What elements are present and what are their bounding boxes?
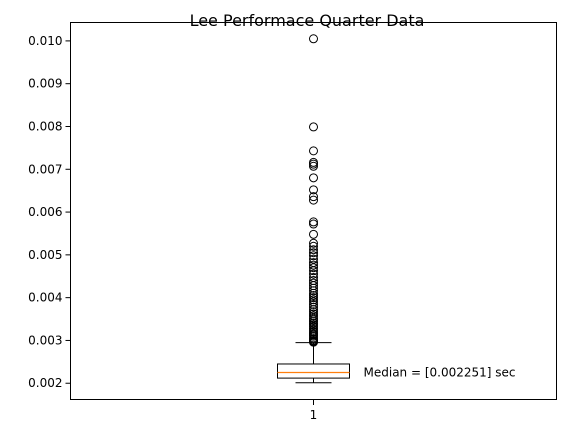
y-tick-label: 0.002 [28, 376, 62, 390]
y-axis: 0.002 0.003 0.004 0.005 0.006 0.007 0.008 0.009… [28, 34, 71, 390]
outlier-points [309, 34, 318, 347]
y-tick-label: 0.006 [28, 205, 62, 219]
outlier-point [309, 248, 318, 258]
y-tick-label: 0.008 [28, 119, 62, 133]
outlier-point [309, 276, 318, 286]
y-tick-label: 0.007 [28, 162, 62, 176]
outlier-point [309, 185, 318, 195]
outlier-point [309, 278, 318, 288]
outlier-point [309, 307, 318, 317]
median-annotation: Median = [0.002251] sec [364, 365, 516, 379]
outlier-point [309, 173, 318, 183]
y-tick-label: 0.010 [28, 34, 62, 48]
outlier-point [309, 219, 318, 229]
outlier-point [309, 293, 318, 303]
outlier-point [309, 229, 318, 239]
outlier-point [309, 291, 318, 301]
outlier-point [309, 269, 318, 279]
outlier-point [309, 146, 318, 156]
outlier-point [309, 195, 318, 205]
outlier-point [309, 295, 318, 305]
outlier-point [309, 300, 318, 310]
outlier-point [309, 192, 318, 202]
outlier-point [309, 34, 318, 44]
iqr-box [277, 363, 350, 379]
outlier-point [309, 311, 318, 321]
outlier-point [309, 263, 318, 273]
x-axis: 1 [310, 400, 318, 422]
y-tick-label: 0.009 [28, 77, 62, 91]
outlier-point [309, 297, 318, 307]
outlier-point [309, 157, 318, 167]
outlier-point [309, 241, 318, 251]
outlier-point [309, 245, 318, 255]
y-tick-label: 0.005 [28, 248, 62, 262]
box-plot [277, 342, 350, 384]
y-tick-label: 0.003 [28, 333, 62, 347]
x-tick-label: 1 [310, 408, 318, 422]
outlier-point [309, 254, 318, 264]
y-tick-label: 0.004 [28, 291, 62, 305]
outlier-point [309, 260, 318, 270]
chart-title: Lee Performace Quarter Data [190, 11, 425, 30]
outlier-point [309, 302, 318, 312]
outlier-point [309, 309, 318, 319]
outlier-point [309, 238, 318, 248]
plot-area-frame [70, 22, 557, 400]
outlier-point [309, 122, 318, 132]
outlier-point [309, 161, 318, 171]
outlier-point [309, 273, 318, 283]
outlier-point [309, 251, 318, 261]
outlier-point [309, 217, 318, 227]
outlier-point [309, 258, 318, 268]
outlier-point [309, 313, 318, 323]
